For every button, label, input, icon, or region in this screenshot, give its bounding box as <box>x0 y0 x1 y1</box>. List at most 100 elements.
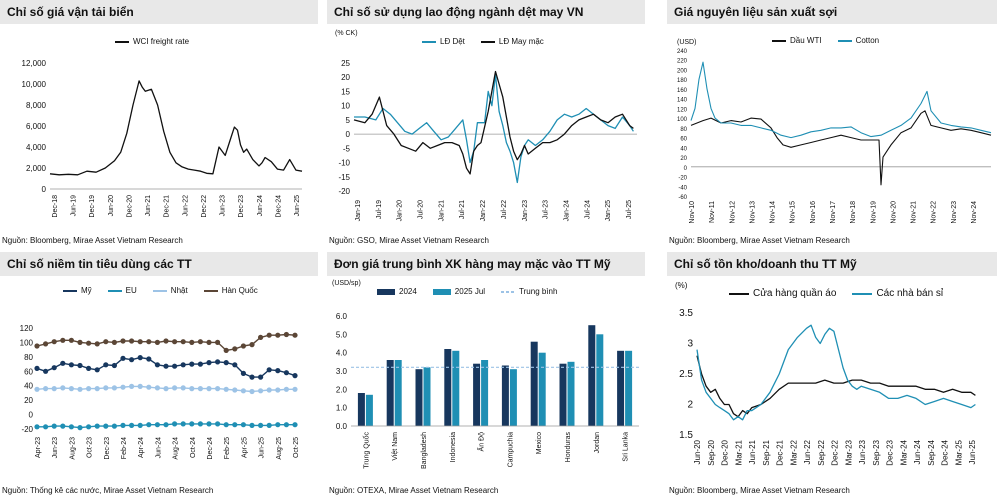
bar-2025-jul <box>452 350 460 426</box>
data-point-nhat <box>232 387 238 393</box>
bar-2024 <box>357 393 365 426</box>
x-tick-label: Honduras <box>565 432 572 463</box>
x-tick-label: Dec-21 <box>164 195 171 218</box>
data-point-nhat <box>111 385 117 391</box>
legend: Mỹ EU Nhật Hàn Quốc <box>63 286 258 295</box>
data-point-my <box>215 359 221 365</box>
x-tick-label: Jun-19 <box>71 195 78 217</box>
data-point-han-quoc <box>120 338 126 344</box>
legend: WCI freight rate <box>115 37 189 46</box>
x-tick-label: Jun-25 <box>259 437 266 459</box>
unit-label: (% CK) <box>335 30 358 37</box>
bar-2025-jul <box>538 352 546 426</box>
x-tick-label: Jun-25 <box>294 195 301 217</box>
data-point-nhat <box>146 384 152 390</box>
legend-label: Cửa hàng quần áo <box>753 288 837 299</box>
data-point-eu <box>223 422 229 428</box>
data-point-my <box>275 368 281 374</box>
x-tick-label: Nov-15 <box>790 201 797 224</box>
bar-2024 <box>444 349 452 426</box>
data-point-han-quoc <box>154 339 160 345</box>
y-tick-label: -40 <box>678 185 687 191</box>
data-point-eu <box>120 422 126 428</box>
data-point-my <box>146 356 152 362</box>
x-tick-label: Dec-24 <box>207 437 214 460</box>
chart-source: Nguồn: Bloomberg, Mirae Asset Vietnam Re… <box>669 236 850 245</box>
data-point-my <box>197 361 203 367</box>
x-tick-label: Aug-25 <box>276 437 283 460</box>
legend: Cửa hàng quần áo Các nhà bán sỉ <box>729 288 943 299</box>
legend-label: LĐ May mặc <box>498 37 544 46</box>
data-point-nhat <box>163 386 169 392</box>
data-point-han-quoc <box>94 341 100 347</box>
x-tick-label: Jul-21 <box>459 200 466 219</box>
y-tick-label: 12,000 <box>22 59 47 68</box>
x-tick-label: Jun-20 <box>108 195 115 217</box>
x-tick-label: Nov-20 <box>890 201 897 224</box>
x-tick-label: Aug-23 <box>69 437 76 460</box>
data-point-han-quoc <box>215 339 221 345</box>
data-point-my <box>266 367 272 373</box>
x-tick-label: Nov-13 <box>749 201 756 224</box>
data-point-my <box>137 355 143 361</box>
x-tick-label: Dec-23 <box>886 439 895 465</box>
chart-title: Chỉ số giá vận tải biển <box>7 5 134 19</box>
x-tick-label: Nov-23 <box>951 201 958 224</box>
data-point-eu <box>154 422 160 428</box>
x-tick-label: Dec-22 <box>201 195 208 218</box>
data-point-nhat <box>68 386 74 392</box>
chart-source: Nguồn: Thống kê các nước, Mirae Asset Vi… <box>2 486 214 495</box>
y-tick-label: 200 <box>677 68 688 74</box>
legend-label: Các nhà bán sỉ <box>876 288 944 299</box>
x-tick-label: Aug-24 <box>173 437 180 460</box>
y-tick-label: 180 <box>677 78 688 84</box>
y-tick-label: -20 <box>678 176 687 182</box>
data-point-nhat <box>94 386 100 392</box>
data-point-eu <box>180 421 186 427</box>
series-line-wti <box>690 110 992 186</box>
x-tick-label: Sep-23 <box>872 439 881 465</box>
data-point-nhat <box>103 385 109 391</box>
data-point-han-quoc <box>129 338 135 344</box>
data-point-eu <box>86 424 92 430</box>
x-tick-label: Dec-23 <box>104 437 111 460</box>
bar-2024 <box>473 363 481 426</box>
data-point-han-quoc <box>206 339 212 345</box>
y-tick-label: 15 <box>341 87 350 96</box>
legend-label: Hàn Quốc <box>221 286 258 295</box>
x-tick-label: Jun-22 <box>182 195 189 217</box>
x-tick-label: Jun-22 <box>803 439 812 464</box>
series-line-may-mac <box>353 70 634 175</box>
data-point-eu <box>266 422 272 428</box>
data-point-eu <box>43 424 49 430</box>
bar-2024 <box>617 350 625 426</box>
chart-materials: -60 -40 -20 0 20 40 60 80 100 120 140 160 180 200 220 2… <box>677 49 992 224</box>
series-line-ban-si <box>696 324 976 421</box>
data-point-nhat <box>77 386 83 392</box>
x-tick-label: Nov-21 <box>911 201 918 224</box>
y-tick-label: 240 <box>677 49 688 55</box>
data-point-my <box>232 362 238 368</box>
x-tick-label: Jan-22 <box>480 200 487 222</box>
legend: Dầu WTI Cotton <box>772 36 879 45</box>
legend-label: 2025 Jul <box>454 287 486 296</box>
unit-label: (USD) <box>677 39 697 46</box>
x-tick-label: Jul-20 <box>418 200 425 219</box>
data-point-nhat <box>206 386 212 392</box>
data-point-han-quoc <box>292 332 298 338</box>
data-point-han-quoc <box>223 347 229 353</box>
y-tick-label: 6.0 <box>336 312 348 321</box>
data-point-my <box>51 365 57 371</box>
data-point-eu <box>283 422 289 428</box>
data-point-my <box>283 370 289 376</box>
data-point-eu <box>34 424 40 430</box>
legend-label: Nhật <box>170 286 188 295</box>
data-point-han-quoc <box>266 332 272 338</box>
y-tick-label: 0 <box>684 166 688 172</box>
x-tick-label: Nov-24 <box>971 201 978 224</box>
x-tick-label: Apr-25 <box>241 437 248 458</box>
data-point-my <box>154 362 160 368</box>
x-tick-label: Jan-23 <box>522 200 529 222</box>
data-point-my <box>94 367 100 373</box>
panel-unit-price: Đơn giá trung bình XK hàng may mặc vào T… <box>327 252 647 501</box>
